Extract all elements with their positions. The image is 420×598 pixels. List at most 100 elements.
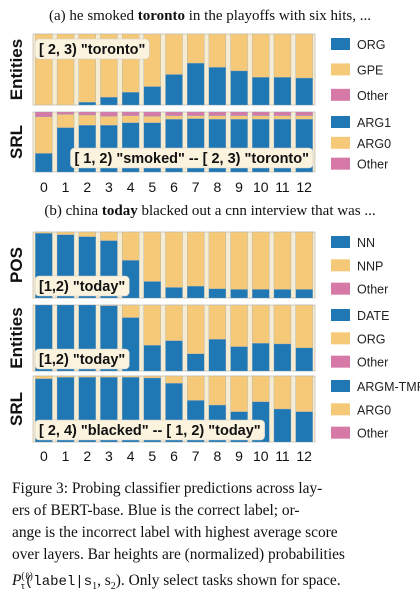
bar-nnp-layer-12	[295, 231, 313, 290]
chart-panel-2: SRL [ 1, 2) "smoked" -- [ 2, 3) "toronto"…	[7, 111, 391, 173]
x-tick-label-b: 0	[40, 448, 48, 464]
bar-date-layer-10	[252, 343, 270, 372]
figure-caption: Figure 3: Probing classifier predictions…	[12, 478, 408, 598]
legend-label-arg0: ARG0	[357, 403, 391, 417]
highlighted-word-a: toronto	[137, 8, 185, 24]
bar-org-layer-11	[273, 304, 292, 345]
bar-org-layer-2	[78, 102, 96, 106]
subfigure-b-caption: (b) china today blacked out a cnn interv…	[44, 203, 376, 219]
x-tick-label-a: 11	[275, 179, 290, 195]
chart-panel-5: SRL [ 2, 4) "blacked" -- [ 1, 2) "today" A…	[7, 375, 420, 443]
bar-org-layer-9	[230, 70, 248, 106]
chart-panel-4: Entities [1,2) "today" DATE ORG Other	[7, 304, 389, 372]
x-tick-label-b: 6	[170, 448, 178, 464]
bar-org-layer-5	[143, 304, 161, 346]
x-tick-label-a: 6	[170, 179, 178, 195]
legend-swatch-argm-tmp	[331, 380, 350, 392]
bar-nn-layer-10	[252, 289, 270, 299]
bar-org-layer-8	[208, 304, 227, 340]
bar-date-layer-12	[295, 347, 313, 372]
bar-arg0-layer-4	[121, 115, 140, 123]
bar-argm-tmp-layer-12	[295, 411, 313, 443]
panel-ylabel: Entities	[7, 307, 26, 368]
bar-arg0-layer-4	[121, 375, 140, 378]
x-tick-label-b: 3	[105, 448, 113, 464]
bar-nnp-layer-4	[121, 231, 140, 261]
panel-ylabel: SRL	[7, 125, 26, 159]
x-tick-label-a: 10	[253, 179, 269, 195]
legend-swatch-nnp	[331, 259, 350, 272]
bar-gpe-layer-7	[187, 33, 205, 64]
bar-nn-layer-11	[273, 289, 292, 299]
bar-nnp-layer-5	[143, 231, 161, 282]
legend-swatch-org	[331, 38, 350, 50]
legend-swatch-arg1	[331, 116, 350, 128]
x-tick-label-b: 11	[275, 448, 290, 464]
bar-gpe-layer-12	[295, 33, 313, 79]
legend-label-other: Other	[357, 89, 388, 103]
bar-nnp-layer-1	[56, 231, 75, 235]
legend-label-arg1: ARG1	[357, 116, 391, 130]
caption-formula-line: P(ℓ)τ(label|s1, s2). Only select tasks s…	[12, 571, 341, 593]
bar-gpe-layer-9	[230, 33, 248, 72]
bar-org-layer-9	[230, 304, 248, 347]
bar-date-layer-11	[273, 343, 292, 372]
legend-swatch-arg0	[331, 403, 350, 416]
bar-arg0-layer-2	[78, 375, 96, 378]
span-annotation: [1,2) "today"	[39, 352, 125, 368]
annotation-box	[70, 147, 314, 169]
bar-nnp-layer-8	[208, 231, 227, 289]
x-tick-label-b: 7	[192, 448, 200, 464]
bar-nnp-layer-3	[100, 231, 118, 241]
bar-arg0-layer-8	[208, 375, 227, 406]
legend-swatch-arg0	[331, 136, 350, 149]
bar-nn-layer-12	[295, 289, 313, 299]
x-tick-label-a: 3	[105, 179, 113, 195]
bar-date-layer-8	[208, 339, 227, 372]
bar-org-layer-3	[100, 304, 118, 306]
legend-label-other: Other	[357, 356, 388, 370]
bar-gpe-layer-6	[165, 33, 183, 75]
x-tick-label-a: 8	[213, 179, 221, 195]
x-tick-label-a: 9	[235, 179, 243, 195]
bar-nnp-layer-11	[273, 231, 292, 290]
bar-nnp-layer-10	[252, 231, 270, 290]
legend-label-argm-tmp: ARGM-TMP	[357, 380, 420, 394]
span-annotation: [1,2) "today"	[39, 279, 125, 295]
bar-org-layer-8	[208, 67, 227, 106]
legend-swatch-other	[331, 88, 350, 101]
legend-label-org: ORG	[357, 38, 385, 52]
legend-swatch-other	[331, 157, 350, 170]
bar-other-layer-10	[252, 111, 270, 116]
bar-arg0-layer-10	[252, 115, 270, 120]
bar-org-layer-7	[187, 304, 205, 354]
bar-nn-layer-5	[143, 281, 161, 299]
bar-other-layer-11	[273, 111, 292, 116]
legend-label-gpe: GPE	[357, 63, 383, 77]
chart-panel-3: POS [1,2) "today" NN NNP Other	[7, 231, 388, 299]
bar-nnp-layer-9	[230, 231, 248, 290]
bar-date-layer-6	[165, 340, 183, 372]
bar-arg0-layer-7	[187, 375, 205, 401]
bar-nn-layer-6	[165, 287, 183, 299]
bar-nnp-layer-0	[35, 231, 53, 234]
bar-arg0-layer-0	[35, 375, 53, 379]
bar-gpe-layer-10	[252, 33, 270, 78]
x-tick-label-a: 4	[127, 179, 135, 195]
bar-other-layer-4	[121, 111, 140, 116]
bar-arg0-layer-8	[208, 115, 227, 120]
bar-arg0-layer-6	[165, 115, 183, 120]
bar-org-layer-11	[273, 77, 292, 106]
bar-other-layer-12	[295, 111, 313, 116]
bar-org-layer-4	[121, 92, 140, 106]
bar-arg0-layer-9	[230, 115, 248, 120]
bar-other-layer-0	[35, 111, 53, 117]
annotation-box	[34, 275, 130, 297]
bar-nnp-layer-2	[78, 231, 96, 237]
bar-arg0-layer-11	[273, 115, 292, 120]
legend-label-other: Other	[357, 427, 388, 441]
bar-date-layer-7	[187, 353, 205, 372]
bar-arg0-layer-3	[100, 116, 118, 126]
x-tick-label-a: 0	[40, 179, 48, 195]
